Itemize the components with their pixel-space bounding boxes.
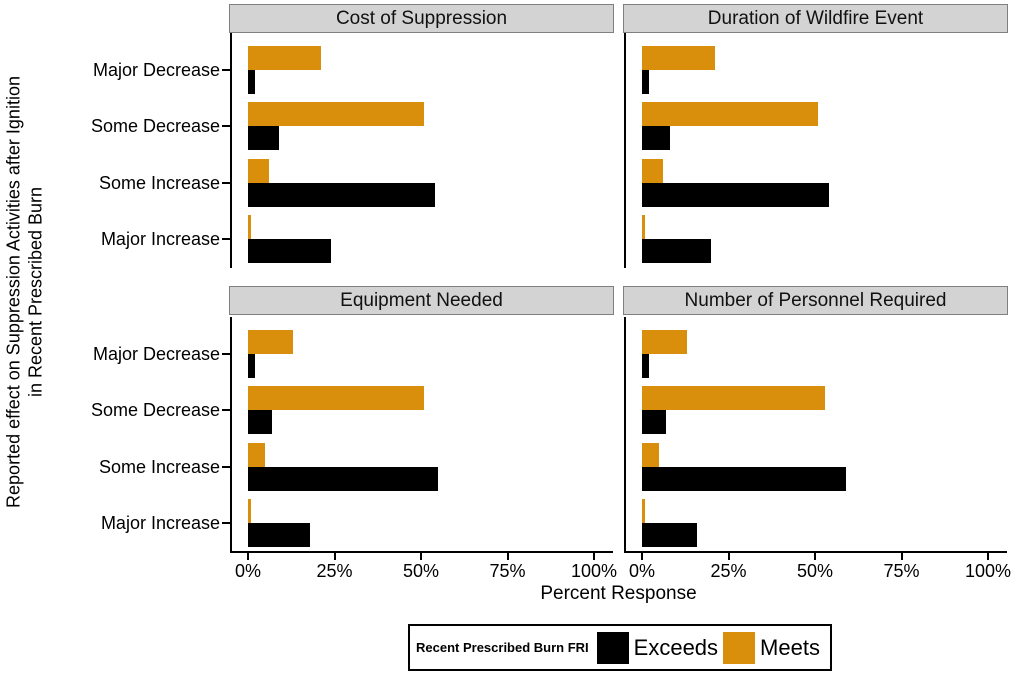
x-axis-tick [333, 553, 336, 560]
facet-panel [230, 317, 613, 552]
bar-exceeds [642, 410, 667, 434]
bar-exceeds [248, 354, 255, 378]
x-axis-tick [420, 553, 422, 560]
x-axis-tick [641, 553, 643, 560]
bar-exceeds [248, 126, 280, 150]
facet-strip: Duration of Wildfire Event [623, 4, 1008, 33]
bar-meets [642, 499, 646, 523]
bar-meets [642, 159, 663, 183]
bar-exceeds [248, 523, 311, 547]
facet-title: Cost of Suppression [335, 7, 508, 29]
x-axis-tick [506, 553, 509, 560]
bar-exceeds [248, 70, 255, 94]
bar-exceeds [642, 354, 649, 378]
category-label: Some Decrease [90, 116, 220, 136]
x-axis-tick [900, 553, 903, 560]
facet-panel [624, 33, 1007, 268]
category-tick [222, 522, 230, 524]
bar-exceeds [642, 183, 829, 207]
bar-meets [642, 443, 660, 467]
bar-meets [642, 330, 687, 354]
bar-exceeds [248, 183, 435, 207]
y-axis-title: Reported effect on Suppression Activitie… [3, 76, 46, 508]
bar-exceeds [248, 410, 273, 434]
category-label: Major Increase [100, 229, 220, 249]
legend-label-meets: Meets [760, 634, 820, 660]
x-axis-tick [814, 553, 816, 560]
y-axis-line [624, 33, 626, 268]
category-tick [222, 69, 230, 71]
facet-strip: Cost of Suppression [229, 4, 614, 33]
bar-meets [248, 330, 293, 354]
x-axis-tick [987, 553, 989, 560]
facet-title: Duration of Wildfire Event [707, 7, 924, 29]
x-tick-label: 25% [316, 561, 353, 581]
bar-meets [642, 215, 646, 239]
legend-title: Recent Prescribed Burn FRI [416, 640, 589, 655]
x-tick-label: 25% [710, 561, 747, 581]
facet-panel [624, 317, 1007, 552]
category-label: Major Decrease [92, 60, 220, 80]
bar-meets [642, 46, 715, 70]
bar-exceeds [248, 467, 439, 491]
x-tick-label: 50% [796, 561, 834, 581]
x-tick-label: 100% [964, 561, 1012, 581]
bar-meets [248, 386, 425, 410]
category-label: Some Increase [98, 173, 220, 193]
bar-exceeds [642, 239, 712, 263]
x-tick-label: 50% [402, 561, 440, 581]
x-axis-tick [593, 553, 595, 560]
category-tick [222, 238, 230, 240]
category-label: Major Decrease [92, 344, 220, 364]
bar-exceeds [642, 467, 847, 491]
bar-exceeds [642, 523, 698, 547]
bar-meets [642, 386, 826, 410]
bar-meets [248, 215, 252, 239]
bar-meets [248, 159, 269, 183]
x-tick-label: 100% [570, 561, 618, 581]
x-axis-line [230, 551, 613, 553]
category-label: Major Increase [100, 513, 220, 533]
category-tick [222, 353, 230, 355]
x-tick-label: 0% [234, 561, 261, 581]
x-axis-title: Percent Response [540, 583, 697, 604]
x-tick-label: 75% [883, 561, 920, 581]
bar-meets [248, 102, 425, 126]
category-tick [222, 466, 230, 468]
facet-title: Number of Personnel Required [684, 289, 947, 311]
bar-exceeds [642, 126, 670, 150]
exceeds-swatch-icon [596, 631, 629, 664]
facet-strip: Number of Personnel Required [623, 286, 1008, 315]
category-label: Some Increase [98, 457, 220, 477]
bar-meets [248, 443, 266, 467]
bar-exceeds [642, 70, 649, 94]
bar-exceeds [248, 239, 332, 263]
y-axis-line [230, 33, 232, 268]
facet-strip: Equipment Needed [229, 286, 614, 315]
x-axis-line [624, 551, 1007, 553]
facet-panel [230, 33, 613, 268]
category-label: Some Decrease [90, 400, 220, 420]
category-tick [222, 182, 230, 184]
legend-label-exceeds: Exceeds [633, 634, 719, 660]
x-axis-tick [247, 553, 249, 560]
y-axis-line [624, 317, 626, 552]
facet-title: Equipment Needed [340, 289, 503, 311]
y-axis-title-line1: Reported effect on Suppression Activitie… [3, 76, 24, 508]
y-axis-line [230, 317, 232, 552]
bar-meets [248, 46, 321, 70]
y-axis-title-line2: in Recent Prescribed Burn [25, 186, 45, 398]
x-tick-label: 0% [628, 561, 655, 581]
x-tick-label: 75% [489, 561, 526, 581]
legend: Recent Prescribed Burn FRI Exceeds Meets [408, 624, 832, 671]
x-axis-tick [727, 553, 730, 560]
bar-meets [248, 499, 252, 523]
meets-swatch-icon [723, 631, 756, 664]
category-tick [222, 125, 230, 127]
bar-meets [642, 102, 819, 126]
category-tick [222, 409, 230, 411]
